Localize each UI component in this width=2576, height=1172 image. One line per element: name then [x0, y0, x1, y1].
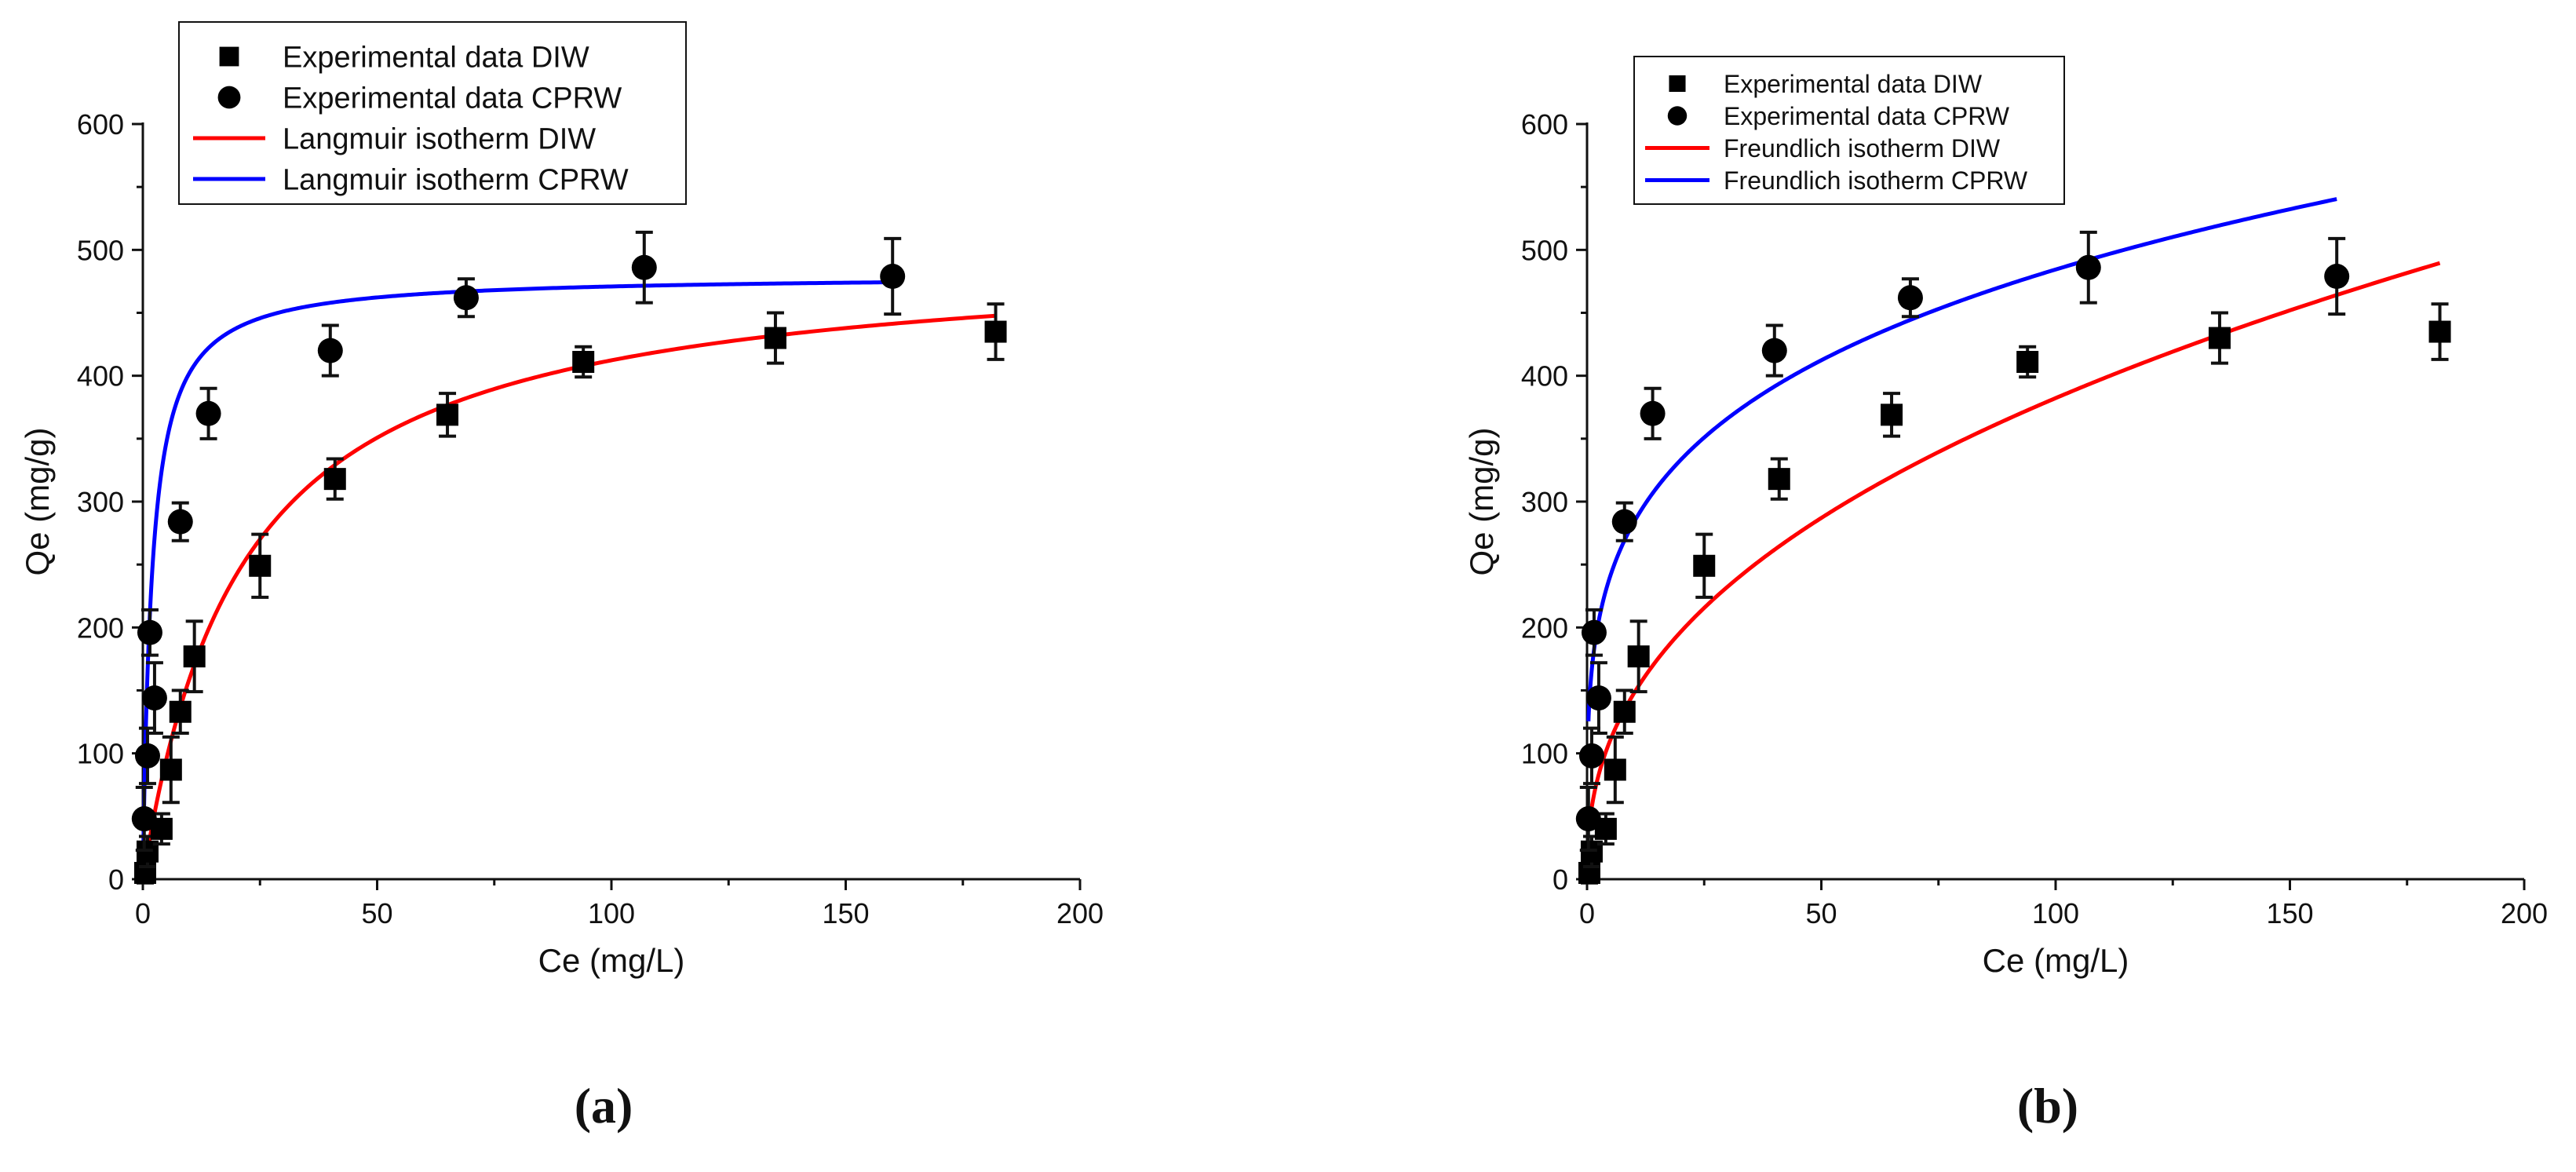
data-point-circle — [1897, 285, 1923, 311]
data-point-circle — [137, 619, 162, 645]
data-point-square — [183, 645, 206, 668]
y-tick-label: 100 — [77, 738, 124, 770]
data-point-square — [169, 700, 192, 723]
data-point-circle — [1575, 806, 1601, 832]
data-point-square — [1604, 758, 1626, 781]
data-point-square — [984, 320, 1007, 343]
data-point-square — [1693, 554, 1716, 577]
data-point-circle — [453, 285, 479, 311]
legend-label: Experimental data DIW — [283, 42, 589, 75]
panel-caption: (b) — [2017, 1078, 2078, 1134]
legend-symbol-square — [1669, 75, 1686, 93]
y-tick-label: 600 — [1521, 108, 1568, 141]
panel-b: 0 50 100 150 200 0 100 200 300 400 500 600 Ce (mg/L)… — [1463, 56, 2548, 1134]
data-point-square — [436, 403, 459, 426]
panel-a: 0 50 100 150 200 0 100 200 300 400 500 600 Ce (mg/L)… — [19, 21, 1104, 1134]
data-point-square — [1768, 468, 1790, 491]
y-tick-label: 200 — [1521, 612, 1568, 644]
langmuir-isotherm-cprw-curve — [140, 280, 893, 882]
data-point-square — [1613, 700, 1636, 723]
y-tick-label: 0 — [108, 863, 124, 896]
data-point-circle — [141, 685, 167, 711]
data-point-square — [323, 468, 346, 491]
legend-label: Freundlich isotherm DIW — [1724, 134, 2001, 162]
x-tick-label: 50 — [1805, 897, 1837, 929]
data-point-circle — [1581, 619, 1607, 645]
x-axis-title: Ce (mg/L) — [1983, 942, 2129, 979]
y-tick-label: 0 — [1553, 863, 1568, 896]
x-tick-label: 100 — [2032, 897, 2079, 929]
y-tick-label: 500 — [1521, 234, 1568, 266]
x-tick-label: 0 — [1579, 897, 1595, 929]
data-point-square — [2016, 351, 2039, 374]
legend-label: Langmuir isotherm CPRW — [283, 164, 629, 197]
legend: Experimental data DIW Experimental data C… — [1633, 56, 2065, 205]
data-point-square — [764, 327, 786, 349]
data-point-circle — [2075, 254, 2101, 280]
data-point-square — [249, 554, 272, 577]
data-point-circle — [880, 264, 906, 290]
x-tick-label: 50 — [361, 897, 392, 929]
data-point-circle — [1611, 509, 1637, 535]
x-tick-label: 0 — [135, 897, 151, 929]
data-point-square — [1627, 645, 1650, 668]
legend-label: Experimental data CPRW — [283, 82, 622, 115]
data-point-circle — [1761, 338, 1787, 363]
y-axis-title: Qe (mg/g) — [19, 427, 56, 575]
data-point-circle — [1640, 400, 1666, 426]
data-point-square — [1881, 403, 1903, 426]
langmuir-isotherm-diw-curve — [140, 313, 996, 882]
legend-symbol-circle — [1667, 106, 1688, 126]
freundlich-isotherm-cprw-curve — [1586, 197, 2337, 724]
data-point-square — [2208, 327, 2231, 349]
legend-symbol-circle — [217, 86, 241, 109]
legend-label: Experimental data DIW — [1724, 70, 1983, 98]
data-point-circle — [134, 743, 160, 769]
data-point-square — [159, 758, 182, 781]
y-tick-label: 200 — [77, 612, 124, 644]
x-tick-label: 150 — [822, 897, 869, 929]
x-tick-label: 100 — [588, 897, 635, 929]
y-tick-label: 100 — [1521, 738, 1568, 770]
x-tick-label: 200 — [2501, 897, 2548, 929]
legend-box — [178, 21, 687, 205]
legend-label: Langmuir isotherm DIW — [283, 123, 596, 156]
data-point-square — [2428, 320, 2451, 343]
y-tick-label: 600 — [77, 108, 124, 141]
x-axis-title: Ce (mg/L) — [538, 942, 685, 979]
freundlich-isotherm-diw-curve — [1587, 261, 2441, 827]
data-point-circle — [131, 806, 157, 832]
legend-label: Experimental data CPRW — [1724, 102, 2010, 130]
data-point-circle — [1585, 685, 1611, 711]
y-tick-label: 500 — [77, 234, 124, 266]
y-tick-label: 300 — [1521, 486, 1568, 518]
x-tick-label: 200 — [1056, 897, 1104, 929]
data-point-circle — [167, 509, 193, 535]
legend: Experimental data DIW Experimental data C… — [178, 21, 687, 205]
y-tick-label: 400 — [77, 360, 124, 392]
panel-caption: (a) — [575, 1078, 633, 1134]
y-tick-label: 300 — [77, 486, 124, 518]
data-point-circle — [631, 254, 657, 280]
data-point-circle — [195, 400, 221, 426]
y-tick-label: 400 — [1521, 360, 1568, 392]
data-point-circle — [317, 338, 343, 363]
y-axis-title: Qe (mg/g) — [1463, 427, 1500, 575]
legend-symbol-square — [219, 46, 239, 67]
data-point-circle — [2324, 264, 2350, 290]
data-point-square — [572, 351, 595, 374]
legend-label: Freundlich isotherm CPRW — [1724, 166, 2028, 195]
x-tick-label: 150 — [2266, 897, 2313, 929]
data-point-circle — [1578, 743, 1604, 769]
